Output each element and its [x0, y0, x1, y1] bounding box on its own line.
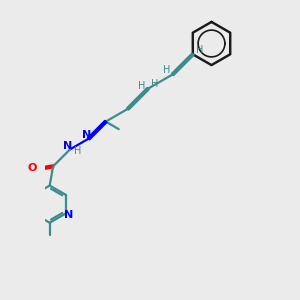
Text: N: N: [64, 210, 73, 220]
Text: H: H: [138, 81, 146, 91]
Text: H: H: [163, 65, 170, 75]
Text: H: H: [196, 45, 203, 55]
Text: H: H: [74, 146, 81, 156]
Text: H: H: [151, 79, 158, 89]
Text: N: N: [63, 141, 72, 151]
Text: O: O: [28, 163, 37, 172]
Text: N: N: [82, 130, 91, 140]
